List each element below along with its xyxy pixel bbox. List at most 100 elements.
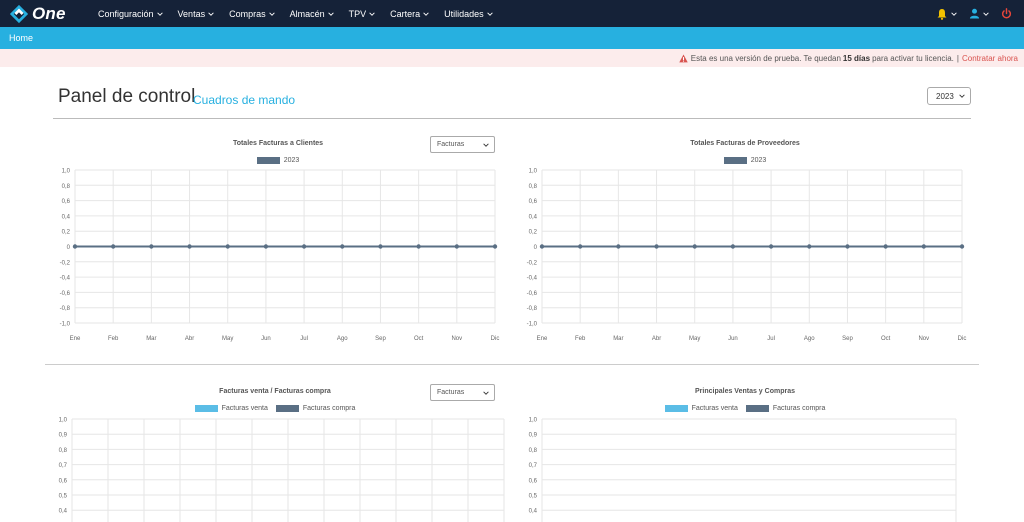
data-point [301, 244, 307, 249]
menu-label: TPV [348, 8, 367, 19]
legend-item[interactable]: Facturas compra [745, 405, 826, 412]
data-point [378, 244, 383, 249]
menu-configuracion[interactable]: Configuración [98, 9, 163, 19]
navbar-actions [936, 0, 1024, 27]
y-tick-label: 1,0 [529, 418, 538, 424]
breadcrumb: Home [0, 27, 1024, 49]
breadcrumb-home[interactable]: Home [9, 33, 34, 43]
chart-filter-select[interactable]: Facturas [430, 384, 495, 401]
data-point [110, 244, 116, 249]
legend-item[interactable]: Facturas venta [194, 405, 268, 412]
trial-notice: Esta es una versión de prueba. Te quedan… [0, 49, 1024, 67]
y-tick-label: 0,6 [59, 478, 68, 484]
legend-swatch [723, 157, 747, 164]
y-tick-label: -0,2 [60, 260, 71, 266]
x-tick-label: Feb [575, 336, 586, 342]
x-tick-label: Dic [491, 336, 500, 342]
menu-ventas[interactable]: Ventas [178, 9, 215, 19]
data-point [416, 244, 421, 249]
x-tick-label: Nov [918, 336, 929, 342]
data-point [454, 244, 460, 249]
y-tick-label: 0,6 [62, 199, 71, 205]
y-tick-label: 0,4 [62, 214, 71, 220]
chevron-down-icon [369, 11, 375, 16]
x-tick-label: Abr [652, 336, 661, 342]
bar-chart: 1,0 0,9 0,8 0,7 0,6 0,5 0,4 [59, 418, 505, 522]
menu-almacen[interactable]: Almacén [290, 9, 334, 19]
menu-tpv[interactable]: TPV [349, 9, 376, 19]
menu-cartera[interactable]: Cartera [390, 9, 429, 19]
x-tick-label: Sep [842, 336, 853, 342]
legend-label: Facturas compra [302, 405, 356, 412]
chart-filter-value: Facturas [437, 141, 465, 148]
chart-panel-principales: Principales Ventas y Compras Facturas ve… [515, 378, 975, 522]
chart-filter-value: Facturas [437, 389, 465, 396]
y-tick-label: 0,9 [59, 433, 68, 439]
bar-chart: 1,0 0,9 0,8 0,7 0,6 0,5 0,4 [529, 418, 957, 522]
y-tick-label: -0,2 [527, 260, 538, 266]
chart-filter-select[interactable]: Facturas [430, 136, 495, 153]
y-tick-label: 0,8 [62, 184, 71, 190]
y-tick-label: -0,6 [527, 291, 538, 297]
user-menu-button[interactable] [969, 8, 989, 19]
legend-swatch [275, 405, 299, 412]
x-tick-label: Feb [108, 336, 119, 342]
x-tick-label: Jun [261, 336, 271, 342]
data-point [492, 244, 498, 249]
chevron-down-icon [268, 11, 275, 16]
chart-title: Facturas venta / Facturas compra [219, 388, 331, 395]
y-tick-label: -1,0 [527, 322, 538, 328]
legend-label: 2023 [283, 157, 300, 164]
bell-icon [937, 8, 947, 20]
chevron-down-icon [959, 94, 965, 98]
y-tick-label: 0 [534, 245, 538, 251]
logout-button[interactable] [1001, 8, 1012, 19]
legend-item[interactable]: Facturas compra [275, 405, 356, 412]
data-point [692, 244, 697, 249]
brand[interactable]: One [10, 4, 98, 24]
line-chart: 1,0 0,8 0,6 0,4 0,2 0 -0,2 -0,4 -0,6 -0,8 -1,0 Ene F… [60, 169, 500, 343]
top-navbar: One Configuración Ventas Compras Almacén… [0, 0, 1024, 27]
legend-label: Facturas compra [772, 405, 826, 412]
notice-separator: | [956, 53, 959, 63]
y-tick-label: 0,5 [59, 494, 68, 500]
x-tick-label: Ago [337, 336, 348, 342]
data-point [577, 244, 583, 249]
header-divider [53, 118, 971, 119]
chart-legend: Facturas venta Facturas compra [515, 405, 975, 412]
notifications-button[interactable] [936, 8, 957, 20]
chevron-down-icon [483, 391, 489, 395]
logo-icon [10, 4, 28, 23]
notice-suffix: para activar tu licencia. [872, 53, 954, 63]
menu-utilidades[interactable]: Utilidades [444, 9, 493, 19]
legend-item[interactable]: 2023 [723, 157, 766, 164]
legend-swatch [256, 157, 280, 164]
chart-panel-proveedores: Totales Facturas de Proveedores 2023 1,0… [520, 130, 970, 350]
chevron-down-icon [156, 11, 163, 16]
y-tick-label: 0,2 [529, 230, 538, 236]
menu-label: Cartera [390, 8, 421, 19]
year-select[interactable]: 2023 [927, 87, 971, 105]
section-divider [45, 364, 979, 365]
legend-item[interactable]: Facturas venta [664, 405, 738, 412]
chevron-down-icon [327, 11, 334, 16]
x-tick-label: Ene [537, 336, 548, 342]
menu-compras[interactable]: Compras [229, 9, 275, 19]
warning-icon [679, 53, 688, 62]
chevron-down-icon [483, 143, 489, 147]
x-tick-label: Jul [300, 336, 308, 342]
data-point [845, 244, 850, 249]
legend-swatch [194, 405, 218, 412]
contract-now-link[interactable]: Contratar ahora [961, 53, 1018, 63]
legend-item[interactable]: 2023 [256, 157, 300, 164]
menu-label: Configuración [98, 8, 154, 19]
y-tick-label: 0,4 [529, 509, 538, 515]
y-tick-label: -0,4 [60, 276, 71, 282]
x-tick-label: Abr [185, 336, 194, 342]
notice-days: 15 días [842, 53, 871, 63]
data-point [730, 244, 736, 249]
y-tick-label: 0,7 [529, 463, 538, 469]
main-menu: Configuración Ventas Compras Almacén TPV… [98, 9, 508, 19]
y-tick-label: -0,8 [60, 306, 71, 312]
data-point [187, 244, 192, 249]
